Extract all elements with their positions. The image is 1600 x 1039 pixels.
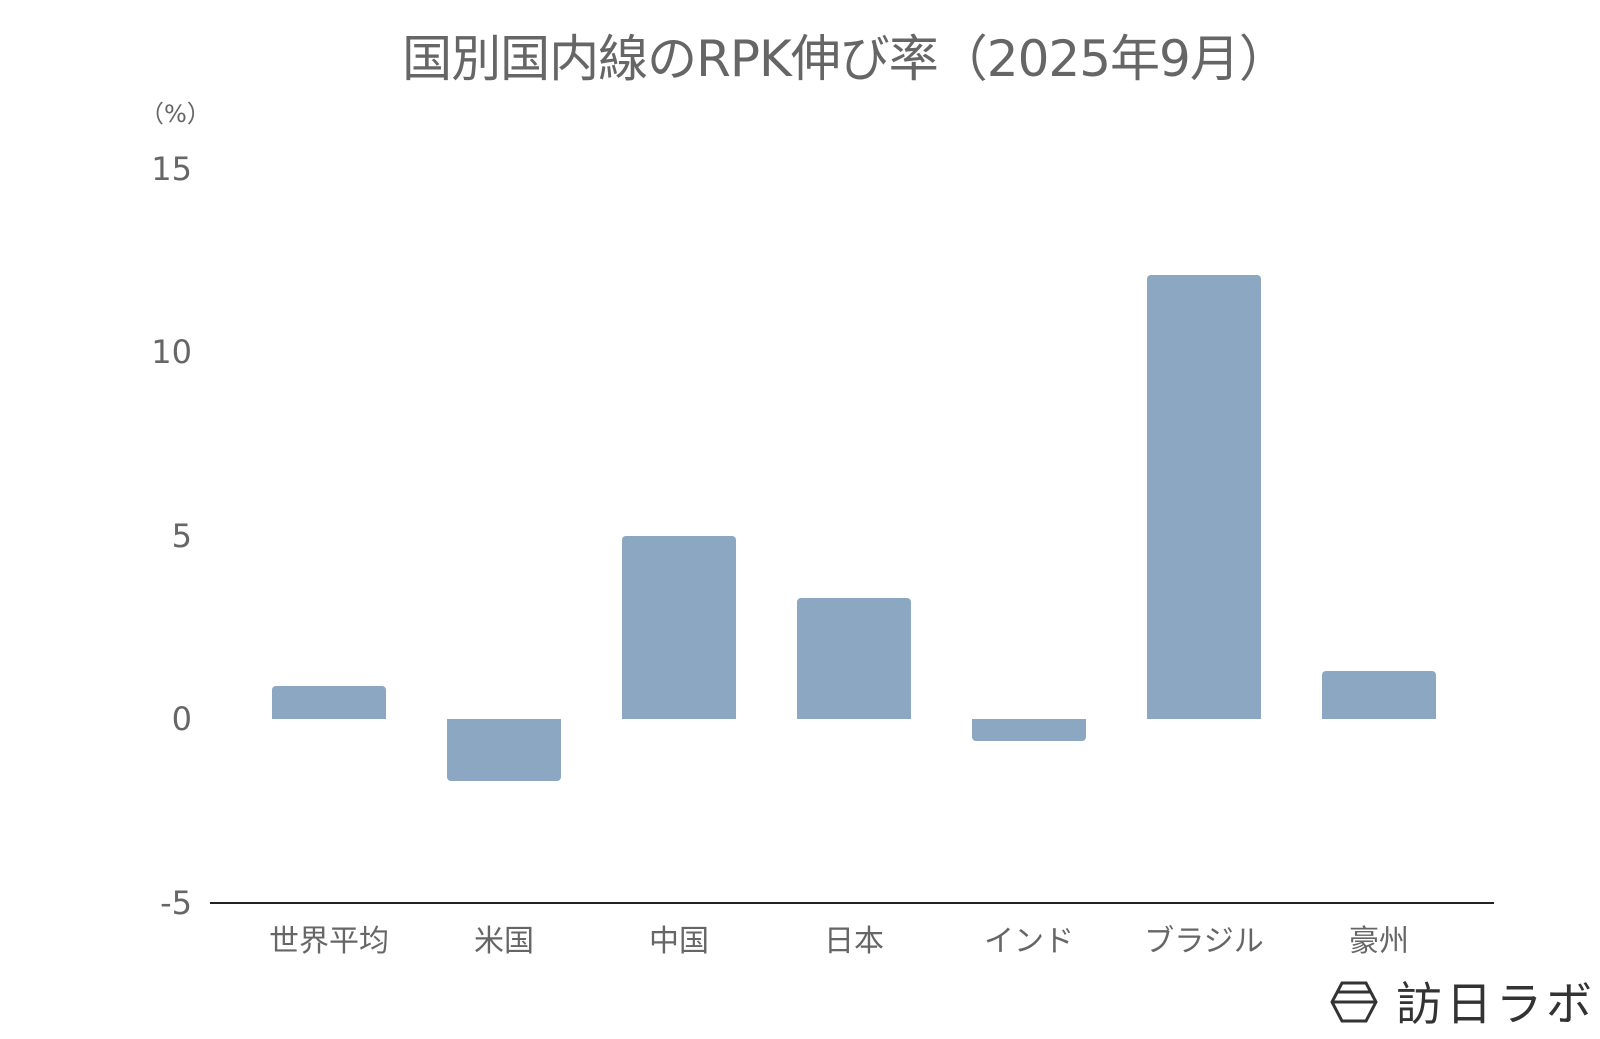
y-tick-label: 5: [171, 516, 192, 555]
y-tick-label: 0: [171, 700, 192, 738]
x-tick-label: 世界平均: [269, 924, 389, 959]
bar: [972, 719, 1086, 742]
y-axis-unit-label: （%）: [140, 100, 211, 128]
y-tick-label: 10: [151, 333, 192, 371]
watermark-text: 訪日ラボ: [1396, 977, 1596, 1031]
x-tick-label: インド: [984, 924, 1074, 959]
hexagon-logo-icon: [1330, 980, 1378, 1028]
bar: [622, 535, 736, 719]
watermark-logo: 訪日ラボ: [1330, 980, 1596, 1028]
x-tick-label: 日本: [824, 924, 884, 959]
y-tick-label: 15: [151, 149, 192, 188]
x-tick-label: 中国: [649, 924, 709, 959]
x-tick-label: 米国: [474, 924, 534, 959]
bar: [447, 719, 561, 782]
bar: [1147, 274, 1261, 719]
x-tick-label: 豪州: [1349, 924, 1409, 959]
x-tick-label: ブラジル: [1144, 924, 1264, 959]
y-tick-label: -5: [160, 883, 192, 922]
bar: [1322, 671, 1436, 719]
bar: [272, 685, 386, 719]
bar: [797, 597, 911, 719]
x-axis-line: [210, 901, 1494, 904]
chart-title: 国別国内線のRPK伸び率（2025年9月）: [402, 30, 1289, 88]
